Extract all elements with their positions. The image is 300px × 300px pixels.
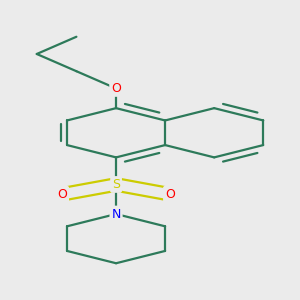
Text: O: O [165, 188, 175, 201]
Text: O: O [111, 82, 121, 95]
Text: N: N [111, 208, 121, 220]
Text: O: O [57, 188, 67, 201]
Text: S: S [112, 178, 120, 191]
